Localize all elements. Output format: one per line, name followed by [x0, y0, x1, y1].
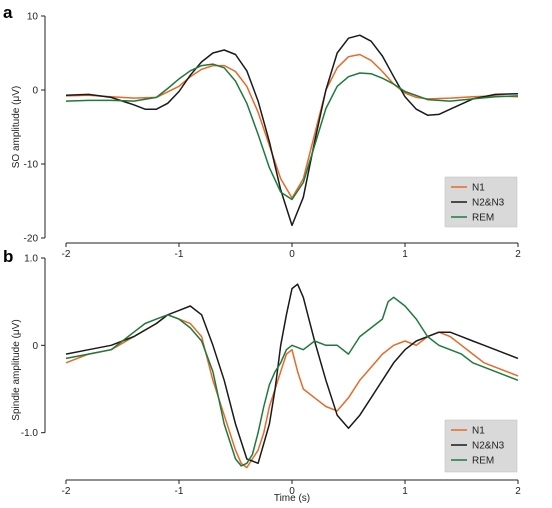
panel-a-legend: N1 N2&N3 REM	[444, 176, 518, 228]
series-line-n1	[65, 53, 519, 199]
legend-box	[444, 419, 518, 473]
y-tick-label: -10	[24, 160, 39, 171]
x-tick-label: -2	[62, 486, 71, 497]
x-tick-label: 1	[402, 249, 408, 260]
series-line-n2-n3	[65, 34, 519, 227]
y-tick-label: -20	[24, 234, 39, 245]
series-line-rem	[65, 296, 519, 467]
y-tick-label: 1.0	[24, 254, 38, 265]
x-tick-label: 1	[402, 486, 408, 497]
series-line-n2-n3	[65, 283, 519, 465]
x-tick-label: 0	[289, 486, 295, 497]
panel-b-series	[65, 283, 519, 469]
panel-a: a SO amplitude (μV) 100-10-20-2 -1 0 1 2 N1N…	[3, 3, 521, 260]
panel-a-axes: 100-10-20-2 -1 0 1 2	[24, 12, 522, 261]
panel-a-y-axis-label: SO amplitude (μV)	[11, 86, 22, 168]
x-tick-label: 2	[515, 486, 521, 497]
legend-label: REM	[472, 213, 494, 224]
legend-label: N1	[472, 183, 485, 194]
panel-b-letter: b	[3, 247, 13, 266]
x-tick-label: 2	[515, 249, 521, 260]
y-tick-label: -1.0	[21, 428, 39, 439]
panel-a-series	[65, 34, 519, 227]
legend-label: N2&N3	[472, 198, 505, 209]
x-tick-label: 0	[289, 249, 295, 260]
panel-b-axes: 1.0 0 -1.0 -2 -1 0 1 2	[21, 254, 521, 498]
panel-b-legend: N1 N2&N3 REM	[444, 419, 518, 473]
y-tick-label: 10	[27, 12, 39, 23]
x-tick-label: -1	[175, 249, 184, 260]
y-tick-label: 0	[32, 86, 38, 97]
x-tick-label: -1	[175, 486, 184, 497]
panel-b-y-axis-label: Spindle amplitude (μV)	[11, 319, 22, 420]
x-tick-label: -2	[62, 249, 71, 260]
panel-b-x-axis-label: Time (s)	[274, 493, 310, 504]
panel-b: b Spindle amplitude (μV) Time (s) 1.0 0 -1…	[3, 247, 521, 504]
series-line-rem	[65, 63, 519, 201]
legend-label: N2&N3	[472, 441, 505, 452]
y-tick-label: 0	[32, 341, 38, 352]
legend-label: REM	[472, 456, 494, 467]
panel-a-letter: a	[3, 3, 13, 22]
legend-label: N1	[472, 426, 485, 437]
